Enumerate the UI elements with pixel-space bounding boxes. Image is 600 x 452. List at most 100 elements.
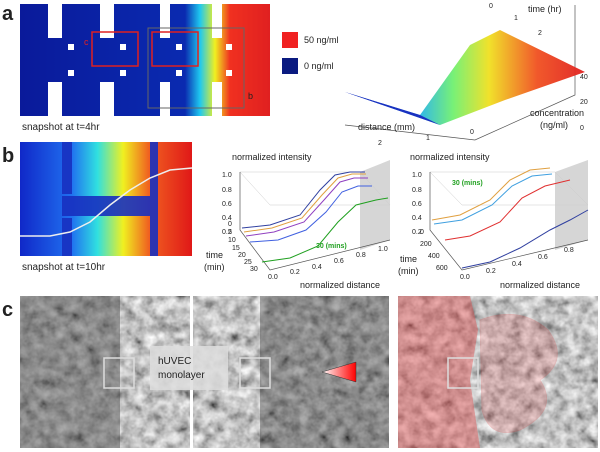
tick-label: 600 (436, 265, 448, 272)
shape (261, 197, 389, 263)
tick-label: 1.0 (222, 172, 232, 179)
tick-label: 0.8 (222, 187, 232, 194)
profile-line (20, 167, 193, 237)
panel-label: c (2, 299, 13, 321)
tick-label: 400 (428, 253, 440, 260)
micrograph (398, 296, 598, 448)
tick-label: 20 (580, 99, 588, 106)
tick-label: 5 (228, 229, 232, 236)
intensity-plot: normalized intensity 30 (mins) 1.0 0.8 0… (398, 152, 589, 290)
shape (429, 172, 589, 271)
caption: snapshot at t=10hr (22, 262, 106, 273)
shape (48, 4, 62, 38)
legend-swatch (282, 58, 298, 74)
axis-label: normalized distance (500, 280, 580, 290)
tick-label: 0.4 (412, 215, 422, 222)
axis-label: (min) (398, 266, 419, 276)
box-c2 (151, 31, 199, 67)
shape (479, 313, 558, 433)
tick-label: 40 (580, 74, 588, 81)
legend-label: 50 ng/ml (304, 35, 339, 45)
shape (68, 70, 74, 76)
tick-label: 0.4 (312, 264, 322, 271)
shape (444, 179, 571, 241)
tick-label: 15 (232, 245, 240, 252)
shape (150, 142, 158, 196)
shape (241, 171, 365, 229)
surface (345, 30, 585, 125)
tick-label: 0.8 (356, 252, 366, 259)
axis (344, 5, 576, 141)
shape (62, 142, 72, 194)
annotation: monolayer (158, 370, 205, 381)
box-b (147, 27, 245, 109)
shape (212, 4, 222, 38)
shape (160, 4, 170, 38)
tick-label: 0.2 (486, 268, 496, 275)
shape (103, 357, 135, 389)
tick-label: 0 (470, 129, 474, 136)
box-label: c (84, 37, 89, 47)
tick-label: 0.8 (412, 187, 422, 194)
tick-label: 0 (580, 125, 584, 132)
shape (243, 173, 366, 233)
surface-plot: 0 1 2 time (hr) 40 20 0 concentration (n… (344, 3, 588, 147)
shape (212, 82, 222, 116)
tick-label: 0.8 (564, 247, 574, 254)
legend-label: 0 ng/ml (304, 61, 334, 71)
shape (239, 357, 271, 389)
shape (249, 185, 372, 243)
tick-label: 0.2 (290, 269, 300, 276)
panel-label: a (2, 3, 14, 25)
tick-label: 0.6 (412, 201, 422, 208)
tick-label: 0 (420, 229, 424, 236)
intensity-plot: normalized intensity 1.0 0.8 0.6 0.4 0.2… (204, 152, 391, 290)
axis-label: time (hr) (528, 4, 562, 14)
axis-label: (ng/ml) (540, 120, 568, 130)
shape (100, 4, 114, 38)
panel-c: c hUVEC monolayer (2, 296, 389, 448)
shape (555, 160, 588, 250)
channel-walls (62, 142, 158, 256)
shape (62, 218, 72, 256)
shape (461, 209, 589, 269)
annotation: hUVEC (158, 356, 191, 367)
axis-label: normalized distance (300, 280, 380, 290)
tick-label: 2 (378, 140, 382, 147)
shape (150, 216, 158, 256)
tick-label: 30 (250, 266, 258, 273)
caption: snapshot at t=4hr (22, 122, 100, 133)
panel-a: a c b snapshot at t=4hr 50 ng/ml 0 ng/ml… (2, 3, 588, 147)
axis-label: distance (mm) (358, 122, 415, 132)
gradient-arrow (321, 361, 357, 383)
shape (226, 70, 232, 76)
tick-label: 1.0 (378, 246, 388, 253)
shape (100, 82, 114, 116)
legend-swatch (282, 32, 298, 48)
axis-label: normalized intensity (410, 152, 490, 162)
tick-label: 0.4 (222, 215, 232, 222)
axis-label: normalized intensity (232, 152, 312, 162)
box-c (91, 31, 139, 67)
box-label: b (248, 91, 253, 101)
surface (345, 92, 440, 125)
shape (160, 82, 170, 116)
channel-walls (48, 4, 232, 116)
tick-label: 20 (238, 252, 246, 259)
tick-label: 1 (426, 135, 430, 142)
shape (120, 70, 126, 76)
annotation: 30 (mins) (452, 180, 483, 187)
shape (176, 70, 182, 76)
tick-label: 2 (538, 30, 542, 37)
annotation: 30 (mins) (316, 243, 347, 250)
tick-label: 1.0 (412, 172, 422, 179)
shape (176, 44, 182, 50)
tick-label: 0.6 (222, 201, 232, 208)
axis-label: (min) (204, 262, 225, 272)
shape (120, 44, 126, 50)
tick-label: 0.2 (412, 229, 422, 236)
tick-label: 0 (489, 3, 493, 10)
tick-label: 0.6 (538, 254, 548, 261)
axis-label: time (400, 254, 417, 264)
